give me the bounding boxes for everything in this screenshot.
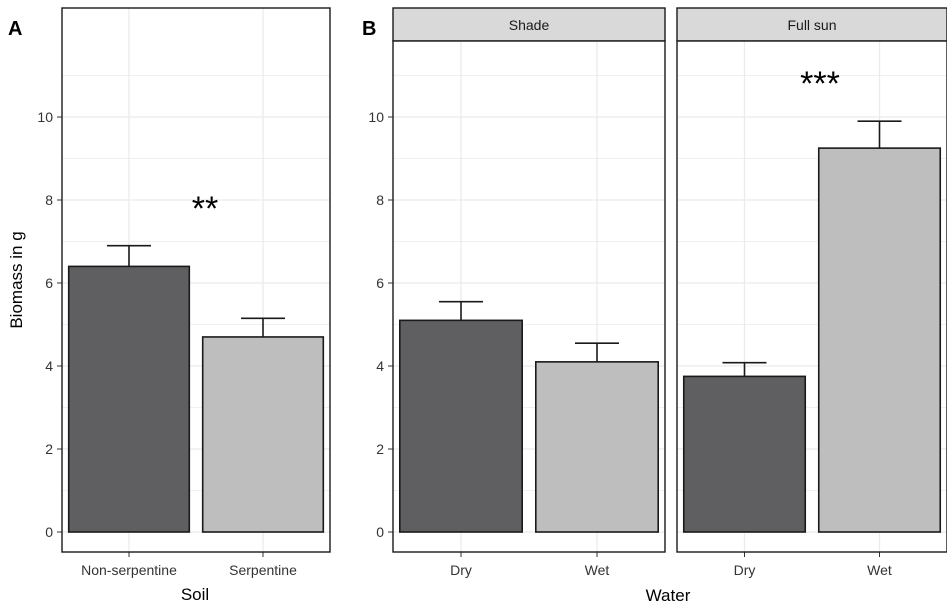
panel-a-y-tick-label: 0 — [45, 524, 53, 540]
panel-b-facet-1-y-tick-label: 6 — [376, 275, 384, 291]
panel-b-plot: Shade Dry Wet 0 2 4 6 8 10 Full sun Dry Wet *** — [368, 7, 947, 578]
panel-b-facet-2-frame — [676, 40, 947, 553]
panel-b-facet-2-bar — [682, 375, 807, 533]
panel-a-letter: A — [8, 18, 22, 40]
panel-a-significance-label: ** — [192, 190, 218, 228]
panel-b-facet-2-x-tick-label: Wet — [867, 562, 892, 578]
panel-a-frame — [61, 7, 331, 553]
panel-b-facet-2-strip — [676, 7, 947, 42]
panel-a-y-tick-label: 8 — [45, 192, 53, 208]
panel-a-x-axis-title: Soil — [181, 585, 209, 604]
panel-a-y-tick-label: 6 — [45, 275, 53, 291]
panel-b-x-axis-title: Water — [646, 586, 691, 605]
panel-b-facet-2-significance-label: *** — [800, 65, 840, 103]
panel-a-y-tick-label: 10 — [37, 109, 53, 125]
panel-a-bar — [201, 336, 325, 533]
panel-b-facet-1-strip — [392, 7, 666, 42]
panel-b-facet-1-x-tick-label: Dry — [450, 562, 472, 578]
panel-a-y-tick-label: 4 — [45, 358, 53, 374]
panel-b-facet-2-x-tick-label: Dry — [734, 562, 756, 578]
panel-b-letter: B — [362, 18, 376, 40]
panel-b-facet-1-y-tick-label: 0 — [376, 524, 384, 540]
panel-b-facet-1-bar — [534, 361, 659, 533]
panel-b-facet-1-y-tick-label: 2 — [376, 441, 384, 457]
panel-b-facet-2-strip-label: Full sun — [787, 17, 836, 33]
panel-a-x-tick-label: Serpentine — [229, 562, 297, 578]
panel-a-y-axis-title: Biomass in g — [7, 231, 26, 328]
panel-a-y-tick-label: 2 — [45, 441, 53, 457]
panel-b-facet-2-bar — [817, 147, 942, 533]
panel-b-facet-1-frame — [392, 40, 666, 553]
panel-a-x-tick-label: Non-serpentine — [81, 562, 177, 578]
panel-a-bar — [67, 265, 191, 533]
panel-b-facet-1-y-tick-label: 10 — [368, 109, 384, 125]
panel-b-facet-1-y-tick-label: 8 — [376, 192, 384, 208]
panel-b-facet-1-strip-label: Shade — [509, 17, 550, 33]
panel-a-plot: Non-serpentine Serpentine ** 0 2 4 6 8 10 — [37, 7, 331, 578]
panel-b-facet-1-x-tick-label: Wet — [585, 562, 610, 578]
panel-b-facet-1-bar — [398, 319, 523, 533]
panel-b-facet-1-y-tick-label: 4 — [376, 358, 384, 374]
